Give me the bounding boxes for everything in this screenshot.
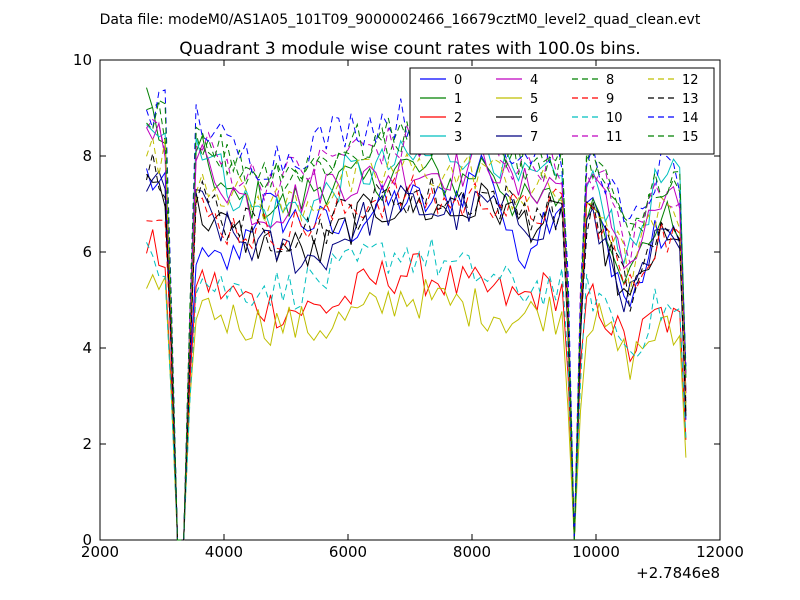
series-line-8 — [146, 101, 687, 541]
series-line-14 — [146, 89, 687, 541]
y-tick-label: 0 — [82, 531, 92, 549]
y-tick-label: 10 — [73, 51, 92, 69]
plot-frame — [99, 59, 721, 541]
y-tick-label: 4 — [82, 339, 92, 357]
series-line-10 — [146, 238, 687, 541]
series-line-12 — [146, 137, 687, 541]
x-tick-label: 2000 — [81, 543, 119, 561]
legend-label-9: 9 — [606, 92, 614, 107]
legend-label-4: 4 — [530, 73, 538, 88]
x-tick-label: 6000 — [329, 543, 367, 561]
y-tick-label: 6 — [82, 243, 92, 261]
legend-label-2: 2 — [454, 111, 462, 126]
series-line-13 — [146, 153, 687, 541]
y-tick-label: 8 — [82, 147, 92, 165]
legend-label-0: 0 — [454, 73, 462, 88]
legend-label-5: 5 — [530, 92, 538, 107]
series-line-1 — [146, 87, 687, 541]
legend-label-6: 6 — [530, 111, 538, 126]
series-line-0 — [146, 153, 687, 541]
legend-label-3: 3 — [454, 130, 462, 145]
series-line-4 — [146, 121, 687, 541]
legend-label-10: 10 — [606, 111, 623, 126]
legend-label-1: 1 — [454, 92, 462, 107]
x-tick-label: 10000 — [572, 543, 620, 561]
y-tick-label: 2 — [82, 435, 92, 453]
plot-area — [99, 59, 721, 541]
legend-label-13: 13 — [682, 92, 699, 107]
legend-box — [409, 67, 715, 155]
series-line-15 — [146, 99, 687, 541]
series-line-7 — [146, 170, 687, 541]
x-tick-label: 4000 — [205, 543, 243, 561]
series-line-9 — [146, 173, 687, 541]
data-file-label: Data file: modeM0/AS1A05_101T09_90000024… — [100, 12, 701, 28]
chart-title: Quadrant 3 module wise count rates with … — [179, 39, 640, 59]
series-line-2 — [146, 229, 687, 541]
legend-label-12: 12 — [682, 73, 699, 88]
x-axis: 2000 4000 6000 8000 10000 12000 — [81, 60, 744, 561]
legend-label-15: 15 — [682, 130, 699, 145]
x-tick-label: 8000 — [453, 543, 491, 561]
legend-label-11: 11 — [606, 130, 623, 145]
legend-label-8: 8 — [606, 73, 614, 88]
legend-label-7: 7 — [530, 130, 538, 145]
x-tick-label: 12000 — [696, 543, 744, 561]
x-axis-offset-label: +2.7846e8 — [636, 564, 720, 582]
series-line-5 — [146, 273, 687, 541]
legend-label-14: 14 — [682, 111, 699, 126]
